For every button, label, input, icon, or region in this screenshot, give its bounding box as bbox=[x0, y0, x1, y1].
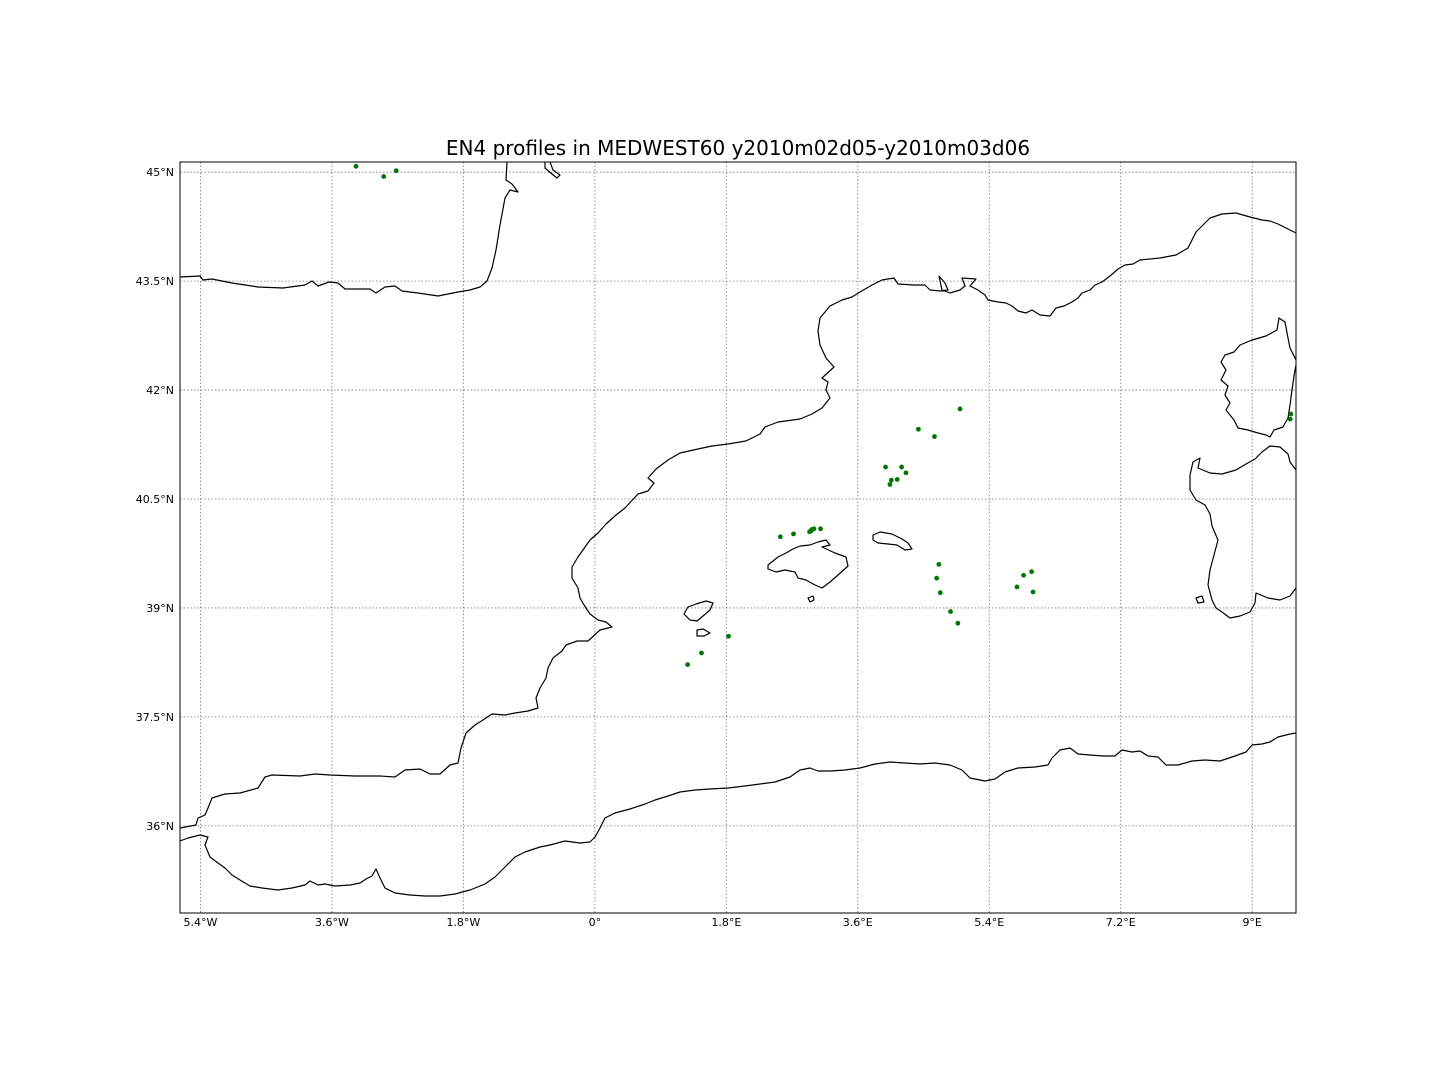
coastline-ibiza bbox=[683, 600, 714, 622]
profile-point bbox=[726, 633, 731, 639]
y-tick-label: 36°N bbox=[146, 820, 174, 833]
x-tick-label: 5.4°E bbox=[974, 916, 1004, 929]
profile-point bbox=[936, 561, 942, 567]
y-tick-label: 40.5°N bbox=[136, 493, 174, 506]
profile-point bbox=[903, 470, 909, 476]
profile-point bbox=[957, 406, 963, 412]
profile-point bbox=[1029, 569, 1035, 575]
profile-point bbox=[955, 620, 961, 626]
x-tick-label: 1.8°E bbox=[711, 916, 741, 929]
profile-point bbox=[932, 434, 937, 439]
profile-point bbox=[1021, 572, 1026, 578]
profile-points bbox=[353, 163, 1294, 668]
profile-point bbox=[699, 650, 704, 656]
profile-point bbox=[685, 662, 691, 668]
y-tick-label: 42°N bbox=[146, 384, 174, 397]
coastline-formentera bbox=[696, 628, 711, 637]
profile-point bbox=[899, 464, 905, 470]
map-title: EN4 profiles in MEDWEST60 y2010m02d05-y2… bbox=[445, 136, 1031, 160]
profile-point bbox=[948, 609, 953, 614]
profile-point bbox=[1287, 416, 1293, 422]
profile-point bbox=[791, 531, 796, 537]
x-tick-labels: 5.4°W 3.6°W 1.8°W 0° 1.8°E 3.6°E 5.4°E 7.2°E 9°E bbox=[184, 916, 1262, 929]
profile-point bbox=[916, 426, 921, 432]
coastlines bbox=[180, 162, 1296, 897]
profile-point bbox=[1030, 589, 1036, 595]
x-tick-label: 0° bbox=[589, 916, 602, 929]
coastline-cabrera bbox=[807, 595, 815, 603]
profile-point bbox=[777, 534, 783, 540]
gridlines bbox=[180, 162, 1296, 913]
profile-point bbox=[934, 575, 940, 581]
coastline-sardinia bbox=[1189, 445, 1296, 619]
x-tick-label: 9°E bbox=[1242, 916, 1261, 929]
profile-point bbox=[1288, 411, 1294, 417]
profile-point bbox=[818, 526, 823, 532]
profile-point bbox=[381, 174, 387, 179]
profile-point bbox=[353, 163, 359, 169]
coastline-iberia-france bbox=[180, 212, 1296, 829]
coastline-north-africa bbox=[180, 732, 1296, 897]
profile-point bbox=[393, 168, 399, 174]
profile-point bbox=[1014, 584, 1020, 590]
y-tick-label: 37.5°N bbox=[136, 711, 174, 724]
x-tick-label: 3.6°W bbox=[315, 916, 349, 929]
coastline-bay-of-biscay bbox=[180, 162, 519, 297]
x-tick-label: 7.2°E bbox=[1106, 916, 1136, 929]
profile-point bbox=[937, 590, 943, 596]
y-tick-labels: 45°N 43.5°N 42°N 40.5°N 39°N 37.5°N 36°N bbox=[136, 166, 174, 833]
coastline-mallorca bbox=[767, 539, 849, 589]
coastline-gironde bbox=[544, 162, 561, 179]
profile-point bbox=[888, 477, 894, 483]
y-tick-label: 43.5°N bbox=[136, 275, 174, 288]
profile-point bbox=[883, 464, 888, 470]
profile-point bbox=[887, 482, 893, 487]
y-tick-label: 39°N bbox=[146, 602, 174, 615]
x-tick-label: 5.4°W bbox=[184, 916, 218, 929]
profile-point bbox=[809, 527, 815, 532]
profile-point bbox=[894, 476, 900, 482]
coastline-corsica bbox=[1220, 317, 1296, 438]
coastline-menorca bbox=[872, 531, 913, 551]
y-tick-label: 45°N bbox=[146, 166, 174, 179]
map-frame bbox=[179, 161, 1297, 914]
x-tick-label: 3.6°E bbox=[843, 916, 873, 929]
coastline-sant-antioco bbox=[1195, 595, 1205, 604]
x-tick-label: 1.8°W bbox=[446, 916, 480, 929]
